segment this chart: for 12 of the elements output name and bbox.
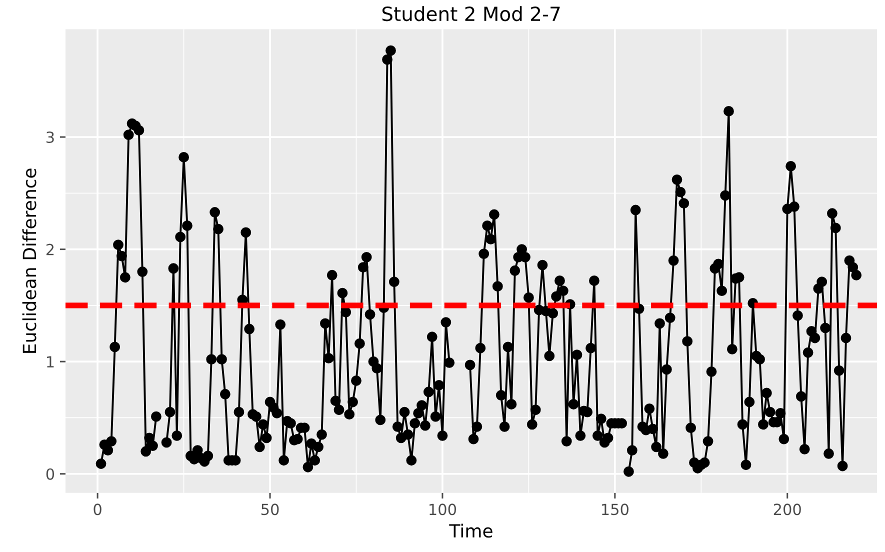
y-tick-label: 0 (46, 468, 54, 480)
x-tick-label: 200 (774, 504, 801, 516)
y-tick-label: 3 (46, 132, 54, 144)
x-axis-title: Time (449, 524, 492, 538)
x-tick-label: 150 (602, 504, 628, 516)
x-tick-label: 0 (94, 504, 102, 516)
x-tick-label: 100 (430, 504, 456, 516)
y-tick-label: 2 (46, 244, 54, 256)
y-axis-title: Euclidean Difference (22, 168, 36, 353)
x-tick-label: 50 (261, 504, 279, 516)
y-tick-label: 1 (47, 356, 54, 368)
chart-title: Student 2 Mod 2-7 (382, 6, 560, 22)
